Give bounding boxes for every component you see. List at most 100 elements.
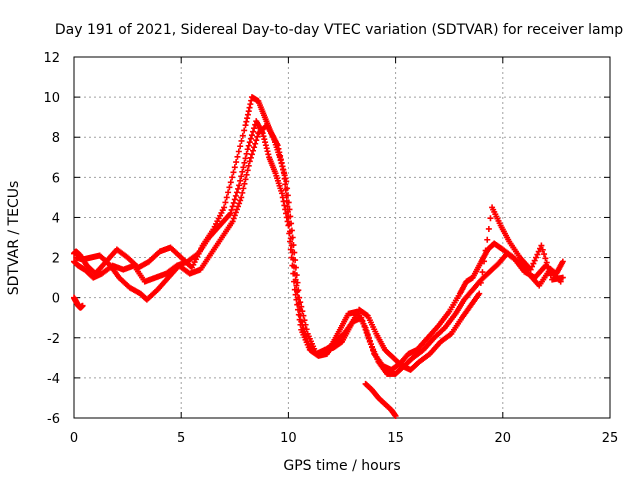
data-point xyxy=(233,159,240,166)
data-point xyxy=(280,198,287,205)
data-point xyxy=(285,199,292,206)
data-point xyxy=(365,335,372,342)
data-point xyxy=(236,200,243,207)
data-point xyxy=(237,197,244,204)
data-point xyxy=(237,177,244,184)
y-axis-label: SDTVAR / TECUs xyxy=(6,181,22,296)
data-point xyxy=(547,272,554,279)
data-point xyxy=(227,179,234,186)
data-point xyxy=(246,104,253,111)
data-point xyxy=(254,133,261,140)
data-point xyxy=(244,115,251,122)
data-point xyxy=(362,326,369,333)
data-point xyxy=(252,140,259,147)
data-point xyxy=(293,282,300,289)
data-point xyxy=(292,264,299,271)
y-tick-label: 6 xyxy=(52,171,60,186)
data-point xyxy=(299,308,306,315)
data-point xyxy=(262,142,269,149)
data-point xyxy=(243,171,250,178)
data-point xyxy=(241,159,248,166)
y-tick-label: 4 xyxy=(52,211,60,226)
data-point xyxy=(538,242,545,249)
series-4 xyxy=(362,380,399,419)
data-point xyxy=(284,192,291,199)
data-point xyxy=(283,214,290,221)
data-point xyxy=(222,199,229,206)
data-point xyxy=(364,332,371,339)
data-point xyxy=(230,215,237,222)
data-point xyxy=(242,155,249,162)
data-point xyxy=(534,251,541,258)
data-point xyxy=(225,189,232,196)
x-tick-label: 25 xyxy=(602,431,619,446)
data-point xyxy=(228,206,235,213)
data-point xyxy=(487,215,494,222)
data-point xyxy=(559,274,566,281)
data-point xyxy=(245,162,252,169)
x-tick-label: 0 xyxy=(70,431,78,446)
data-point xyxy=(238,137,245,144)
data-point xyxy=(262,139,269,146)
data-point xyxy=(241,180,248,187)
data-point xyxy=(293,272,300,279)
data-point xyxy=(253,137,260,144)
x-tick-label: 20 xyxy=(495,431,512,446)
data-point xyxy=(231,164,238,171)
series-3 xyxy=(73,122,566,373)
data-point xyxy=(226,184,233,191)
data-point xyxy=(282,210,289,217)
data-point xyxy=(248,132,255,139)
data-point xyxy=(240,185,247,192)
data-point xyxy=(302,321,309,328)
data-point xyxy=(301,317,308,324)
data-point xyxy=(297,321,304,328)
data-point xyxy=(361,323,368,330)
data-point xyxy=(295,306,302,313)
data-point xyxy=(245,142,252,149)
y-tick-label: 10 xyxy=(43,91,60,106)
chart-title: Day 191 of 2021, Sidereal Day-to-day VTE… xyxy=(55,22,623,38)
data-point xyxy=(264,148,271,155)
data-point xyxy=(242,122,249,129)
data-point xyxy=(79,302,86,309)
data-point xyxy=(292,257,299,264)
data-point xyxy=(477,279,484,286)
data-point xyxy=(290,242,297,249)
data-point xyxy=(239,189,246,196)
data-point xyxy=(358,314,365,321)
data-point xyxy=(287,213,294,220)
data-point xyxy=(243,150,250,157)
data-point xyxy=(242,176,249,183)
y-tick-label: 8 xyxy=(52,131,60,146)
data-point xyxy=(279,194,286,201)
data-point xyxy=(247,154,254,161)
data-point xyxy=(235,203,242,210)
data-point xyxy=(283,178,290,185)
data-point xyxy=(284,185,291,192)
data-point xyxy=(286,206,293,213)
x-axis-label: GPS time / hours xyxy=(283,458,400,474)
data-point xyxy=(251,125,258,132)
y-tick-label: 0 xyxy=(52,292,60,307)
data-point xyxy=(303,326,310,333)
data-point xyxy=(546,268,553,275)
data-point xyxy=(230,199,237,206)
data-point xyxy=(529,263,536,270)
data-point xyxy=(284,203,291,210)
data-point xyxy=(295,311,302,318)
data-point xyxy=(227,210,234,217)
data-point xyxy=(294,279,301,286)
data-point xyxy=(543,259,550,266)
data-point xyxy=(247,135,254,142)
data-point xyxy=(280,166,287,173)
data-point xyxy=(363,329,370,336)
data-point xyxy=(244,167,251,174)
data-point xyxy=(282,175,289,182)
x-tick-label: 15 xyxy=(387,431,404,446)
data-point xyxy=(298,303,305,310)
data-point xyxy=(288,227,295,234)
data-point xyxy=(231,212,238,219)
y-tick-label: -6 xyxy=(47,412,60,427)
